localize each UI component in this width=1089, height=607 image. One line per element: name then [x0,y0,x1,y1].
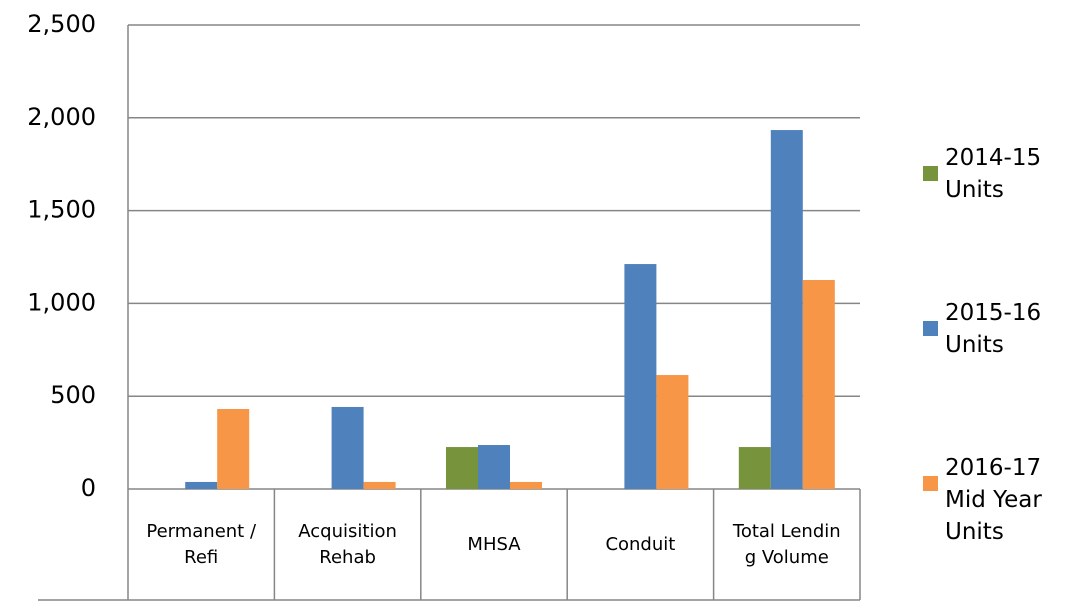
bar [656,375,689,489]
bar [363,481,396,489]
legend-label: 2014-15 Units [945,145,1042,203]
x-tick-label: Total Lending Volume [732,520,841,568]
legend-swatch [923,476,938,491]
x-tick-label: Conduit [605,533,676,555]
bar [185,481,218,489]
bar [446,447,478,489]
x-tick-label: MHSA [467,533,521,555]
bar [624,264,657,489]
bar [770,130,803,489]
bar [738,447,771,489]
y-tick-label: 0 [81,474,96,502]
y-tick-label: 1,000 [27,288,96,316]
legend-label: 2016-17 Mid Year Units [945,455,1042,545]
legend-swatch [923,321,938,336]
legend-swatch [923,166,938,181]
y-tick-label: 2,000 [27,103,96,131]
bar [331,406,364,489]
bar [478,445,510,489]
x-tick-label: Acquisition Rehab [298,520,397,568]
y-tick-label: 2,500 [27,10,96,38]
bar [802,280,835,489]
legend-label: 2015-16 Units [945,300,1042,358]
bar [510,481,542,489]
bar [217,409,250,489]
y-tick-label: 500 [50,381,96,409]
y-tick-label: 1,500 [27,196,96,224]
x-tick-label: Permanent / Refi [146,520,257,568]
